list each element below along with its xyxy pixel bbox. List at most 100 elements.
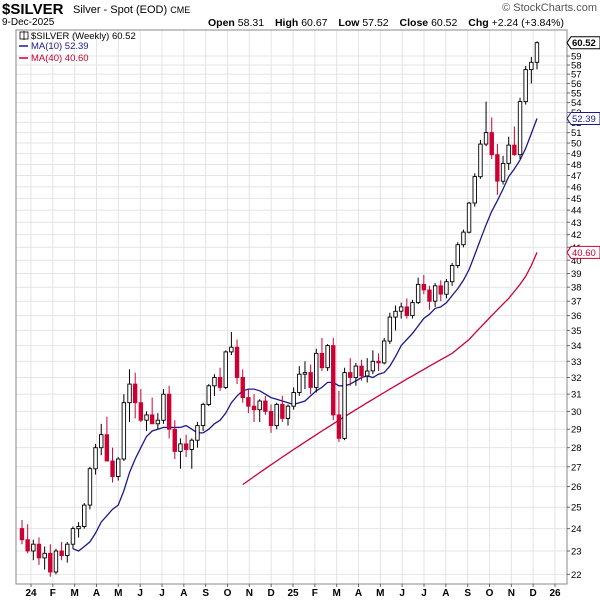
candle[interactable] [444, 278, 449, 299]
candle[interactable] [523, 65, 528, 105]
candle[interactable] [234, 339, 240, 385]
candle[interactable] [251, 394, 257, 423]
candle[interactable] [70, 526, 76, 549]
candle[interactable] [19, 519, 25, 545]
candle[interactable] [93, 443, 98, 475]
candle[interactable] [285, 404, 291, 426]
candle[interactable] [121, 394, 127, 461]
candle[interactable] [500, 155, 506, 185]
candle[interactable] [144, 411, 149, 432]
candle[interactable] [415, 277, 421, 305]
candle[interactable] [206, 384, 211, 407]
candle[interactable] [455, 242, 460, 269]
candle[interactable] [53, 548, 59, 575]
candle[interactable] [212, 374, 217, 396]
candle[interactable] [42, 546, 47, 570]
candle[interactable] [99, 423, 104, 456]
candle[interactable] [116, 457, 121, 481]
candle[interactable] [353, 362, 359, 386]
candle[interactable] [512, 126, 517, 156]
candle[interactable] [82, 503, 87, 529]
candle[interactable] [393, 305, 398, 331]
y-tick-label: 55 [571, 88, 582, 99]
candle[interactable] [314, 348, 319, 393]
candle[interactable] [268, 404, 274, 433]
candle[interactable] [36, 537, 42, 565]
candle[interactable] [223, 350, 228, 390]
candles[interactable] [19, 41, 540, 577]
candle[interactable] [421, 274, 427, 295]
candle[interactable] [387, 312, 393, 345]
candle[interactable] [166, 385, 172, 439]
candle[interactable] [438, 280, 443, 302]
candle[interactable] [246, 389, 251, 414]
candle[interactable] [195, 422, 200, 448]
candle[interactable] [189, 438, 194, 469]
candle[interactable] [257, 399, 262, 423]
candle[interactable] [348, 358, 353, 386]
candle[interactable] [472, 173, 477, 207]
candle[interactable] [132, 372, 138, 419]
candle[interactable] [104, 416, 110, 462]
candle-body [455, 244, 460, 266]
candle[interactable] [308, 364, 313, 395]
candle[interactable] [331, 337, 336, 421]
candle[interactable] [381, 337, 387, 365]
candle[interactable] [240, 369, 245, 403]
candle[interactable] [291, 387, 296, 410]
candle[interactable] [25, 524, 30, 554]
candle[interactable] [76, 522, 81, 538]
candle[interactable] [31, 539, 36, 561]
candle[interactable] [478, 139, 483, 179]
candle[interactable] [410, 299, 415, 319]
candle[interactable] [398, 302, 404, 319]
candle[interactable] [149, 397, 155, 425]
y-tick-label: 27 [571, 462, 582, 473]
candle[interactable] [461, 229, 466, 248]
candle[interactable] [506, 136, 511, 170]
candle[interactable] [517, 97, 523, 160]
candle[interactable] [529, 56, 534, 84]
candle[interactable] [155, 413, 161, 430]
candle[interactable] [172, 420, 177, 460]
candle[interactable] [48, 544, 53, 577]
candle[interactable] [449, 262, 455, 286]
candle[interactable] [483, 101, 489, 147]
exchange-label: CME [170, 5, 191, 15]
candle[interactable] [432, 283, 438, 307]
candle[interactable] [376, 353, 381, 371]
candle[interactable] [110, 447, 115, 483]
candle[interactable] [280, 395, 285, 423]
candle[interactable] [138, 389, 144, 423]
candle-body [478, 143, 483, 178]
candle[interactable] [466, 201, 472, 234]
candle[interactable] [342, 367, 347, 441]
candle[interactable] [263, 395, 268, 415]
candle[interactable] [325, 344, 330, 371]
candle[interactable] [183, 434, 189, 458]
candle[interactable] [200, 402, 206, 432]
candle[interactable] [489, 117, 494, 160]
candle[interactable] [161, 389, 166, 424]
candle[interactable] [127, 369, 132, 423]
x-tick-label: M [376, 588, 384, 599]
candle[interactable] [217, 367, 223, 391]
candle[interactable] [178, 438, 183, 469]
candle[interactable] [87, 466, 93, 510]
candle[interactable] [274, 402, 279, 430]
candle[interactable] [427, 285, 432, 310]
candle[interactable] [404, 298, 410, 319]
candle[interactable] [302, 361, 308, 390]
candle[interactable] [370, 350, 376, 375]
candle[interactable] [495, 144, 500, 195]
candle[interactable] [359, 359, 364, 381]
candle[interactable] [365, 358, 370, 383]
candle[interactable] [534, 41, 540, 70]
candle[interactable] [65, 541, 70, 563]
candle[interactable] [229, 331, 234, 355]
candle[interactable] [336, 390, 342, 443]
candle[interactable] [297, 366, 302, 396]
candle[interactable] [59, 541, 64, 561]
candle[interactable] [319, 337, 325, 371]
